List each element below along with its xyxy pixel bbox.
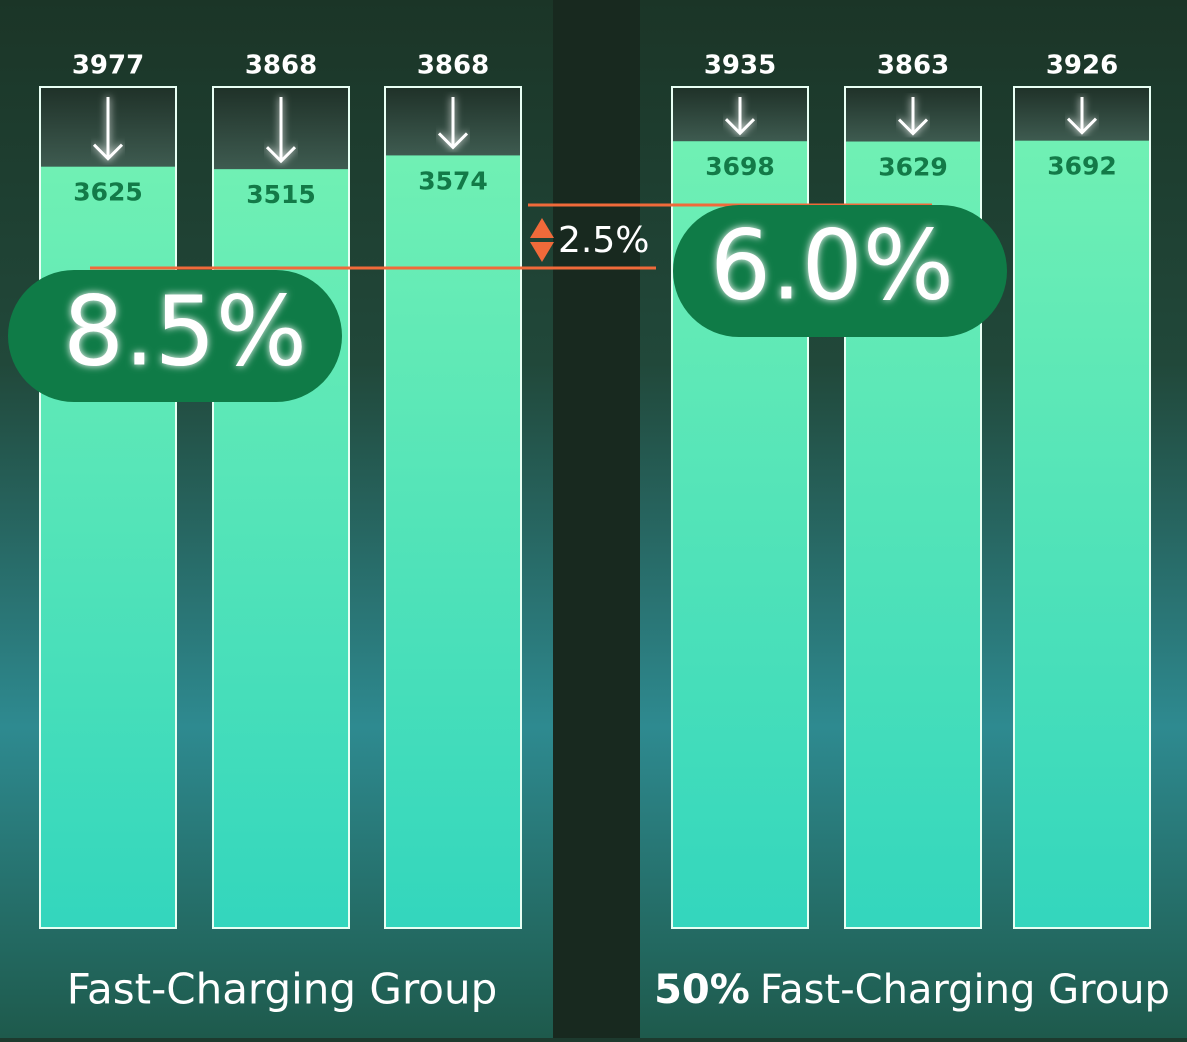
current-label: 3692	[1047, 152, 1117, 181]
current-label: 3698	[705, 152, 775, 181]
current-label: 3625	[73, 178, 143, 207]
initial-label: 3926	[1046, 51, 1118, 81]
reduction-label: 8.5%	[63, 275, 307, 387]
bar	[385, 155, 521, 928]
group-label-prefix: 50%	[654, 967, 750, 1013]
down-triangle	[530, 242, 554, 262]
group-label-text: Fast-Charging Group	[760, 967, 1170, 1013]
current-label: 3574	[418, 166, 488, 195]
current-label: 3629	[878, 153, 948, 182]
up-triangle	[530, 218, 554, 238]
arrow	[1066, 97, 1098, 135]
initial-label: 3868	[245, 51, 317, 81]
bar-frame	[212, 86, 350, 929]
initial-label: 3935	[704, 51, 776, 81]
group-label: 50% Fast-Charging Group	[654, 967, 1170, 1013]
bar-frame	[671, 86, 809, 929]
bar-frame	[384, 86, 522, 929]
group-label: Fast-Charging Group	[67, 965, 498, 1014]
initial-label: 3977	[72, 51, 144, 81]
current-label: 3515	[246, 180, 316, 209]
arrow	[437, 97, 469, 150]
reduction-label: 6.0%	[710, 209, 954, 321]
difference-label: 2.5%	[558, 220, 649, 261]
bar-frame	[844, 86, 982, 929]
bar	[1014, 140, 1150, 928]
arrow	[724, 97, 756, 136]
reduction-badge	[673, 205, 1007, 337]
arrow	[92, 97, 124, 161]
arrow	[897, 97, 929, 136]
bar-frame	[1013, 86, 1151, 929]
reduction-badge	[8, 270, 342, 402]
initial-label: 3863	[877, 51, 949, 81]
arrow	[265, 97, 297, 164]
initial-label: 3868	[417, 51, 489, 81]
bar-frame	[39, 86, 177, 929]
